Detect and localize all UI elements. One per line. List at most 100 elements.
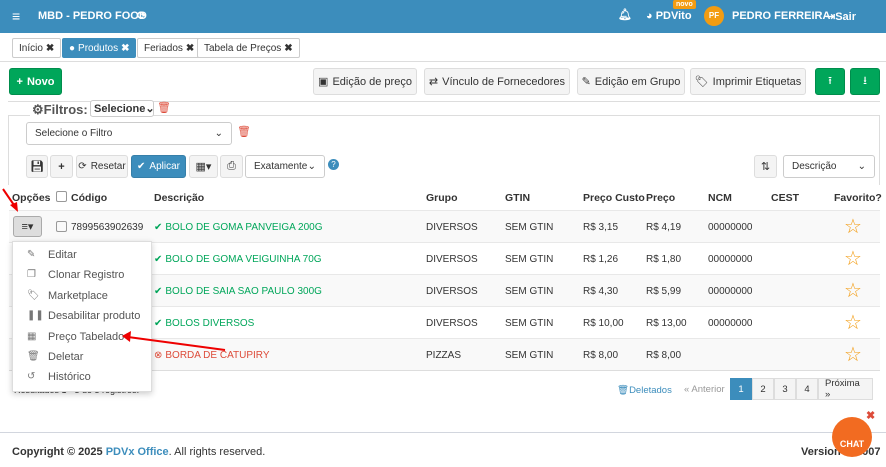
saved-filter-select[interactable]: Selecione⌄ xyxy=(90,100,154,117)
checkbox[interactable] xyxy=(56,221,67,232)
description[interactable]: ✔BOLO DE GOMA PANVEIGA 200G xyxy=(154,222,323,233)
menu-icon: 🏷︎ xyxy=(27,290,40,301)
description-text: BOLO DE GOMA VEIGUINHA 70G xyxy=(165,254,321,265)
menu-icon: 🗑︎ xyxy=(27,351,40,362)
refresh-icon[interactable]: ⟳ xyxy=(137,9,146,22)
action-button[interactable]: ▣ Edição de preço xyxy=(313,68,417,95)
menu-item[interactable]: ❐Clonar Registro xyxy=(13,268,151,286)
apply-button[interactable]: ✔Aplicar xyxy=(131,155,186,178)
description[interactable]: ✔BOLOS DIVERSOS xyxy=(154,318,254,329)
favorite-star[interactable]: ☆ xyxy=(844,246,862,271)
favorite-star[interactable]: ☆ xyxy=(844,214,862,239)
bell-icon[interactable]: 🔔︎ xyxy=(618,8,632,21)
select-value: Exatamente xyxy=(254,161,307,172)
column-header: Opções xyxy=(12,192,51,204)
cell-gtin: SEM GTIN xyxy=(505,318,553,329)
help-icon[interactable]: ? xyxy=(328,159,339,170)
select-value: Selecione o Filtro xyxy=(35,128,112,139)
print-button[interactable]: ⎙ xyxy=(220,155,243,178)
tab-label: Início xyxy=(19,43,43,54)
cell-gtin: SEM GTIN xyxy=(505,286,553,297)
brand[interactable]: PDVx Office xyxy=(106,446,169,458)
tab-active[interactable]: ● Produtos✖ xyxy=(62,38,136,58)
menu-item[interactable]: ↺Histórico xyxy=(13,370,151,388)
new-button[interactable]: + Novo xyxy=(9,68,62,95)
cell-gtin: SEM GTIN xyxy=(505,350,553,361)
action-label: Vínculo de Fornecedores xyxy=(442,76,565,88)
cell-ncm: 00000000 xyxy=(708,286,753,297)
apply-label: Aplicar xyxy=(149,161,180,172)
column-header: Preço xyxy=(646,192,675,204)
cell-cost: R$ 1,26 xyxy=(583,254,618,265)
tab[interactable]: Início✖ xyxy=(12,38,61,58)
company: MBD - PEDRO FOOD xyxy=(38,10,147,22)
column-header: Grupo xyxy=(426,192,458,204)
pdvito[interactable]: ◕ PDVito xyxy=(646,10,692,22)
save-button[interactable]: 💾︎ xyxy=(26,155,48,178)
cell-group: DIVERSOS xyxy=(426,254,478,265)
description[interactable]: ✔BOLO DE SAIA SAO PAULO 300G xyxy=(154,286,322,297)
menu-item[interactable]: ✎Editar xyxy=(13,248,151,266)
deleted-link[interactable]: 🗑︎Deletados xyxy=(617,385,672,396)
description-text: BOLO DE SAIA SAO PAULO 300G xyxy=(165,286,322,297)
cell-cost: R$ 10,00 xyxy=(583,318,624,329)
user-name[interactable]: PEDRO FERREIRA xyxy=(732,10,830,22)
menu-item[interactable]: 🏷︎Marketplace xyxy=(13,289,151,307)
menu-item[interactable]: ❚❚Desabilitar produto xyxy=(13,309,151,327)
tab[interactable]: Feriados✖ xyxy=(137,38,201,58)
sort-select[interactable]: Descrição⌄ xyxy=(783,155,875,178)
chat-close[interactable]: ✖ xyxy=(866,409,875,422)
filter-select[interactable]: Selecione o Filtro⌄ xyxy=(26,122,232,145)
page-label: 2 xyxy=(760,384,765,395)
next-label: Próxima » xyxy=(825,378,866,400)
logout[interactable]: ⇥Sair xyxy=(826,10,856,23)
prev-page[interactable]: « Anterior xyxy=(678,378,731,400)
favorite-star[interactable]: ☆ xyxy=(844,278,862,303)
trash-icon[interactable]: 🗑︎ xyxy=(157,101,171,114)
chat-button[interactable]: CHAT xyxy=(832,417,872,457)
upload-button[interactable]: ⭱ xyxy=(815,68,845,95)
add-button[interactable]: + xyxy=(50,155,73,178)
action-button[interactable]: ✎ Edição em Grupo xyxy=(577,68,685,95)
cell-group: PIZZAS xyxy=(426,350,461,361)
page-button[interactable]: 1 xyxy=(730,378,752,400)
menu-toggle[interactable]: ≡ xyxy=(12,8,20,24)
reset-button[interactable]: ⟳Resetar xyxy=(76,155,128,178)
checkbox[interactable] xyxy=(56,191,67,202)
trash-icon[interactable]: 🗑︎ xyxy=(237,125,251,138)
tab-label: Feriados xyxy=(144,43,183,54)
menu-item[interactable]: 🗑︎ Deletar xyxy=(13,350,151,368)
page-button[interactable]: 4 xyxy=(796,378,818,400)
tab[interactable]: Tabela de Preços✖ xyxy=(197,38,300,58)
page-button[interactable]: 2 xyxy=(752,378,774,400)
menu-label: Deletar xyxy=(48,351,83,363)
menu-item[interactable]: ▦Preço Tabelado xyxy=(13,330,151,348)
footer: Copyright © 2025 PDVx Office. All rights… xyxy=(0,432,886,467)
cell-group: DIVERSOS xyxy=(426,286,478,297)
action-label: Edição em Grupo xyxy=(595,76,681,88)
match-select[interactable]: Exatamente⌄ xyxy=(245,155,325,178)
download-button[interactable]: ⭳ xyxy=(850,68,880,95)
favorite-star[interactable]: ☆ xyxy=(844,342,862,367)
action-button[interactable]: 🏷︎ Imprimir Etiquetas xyxy=(690,68,806,95)
options-button[interactable]: ≡▾ xyxy=(13,216,42,237)
cell-ncm: 00000000 xyxy=(708,254,753,265)
deleted-label: Deletados xyxy=(629,385,672,396)
next-page[interactable]: Próxima » xyxy=(818,378,873,400)
page-label: 4 xyxy=(804,384,809,395)
status-icon: ✔ xyxy=(154,286,162,297)
cell-price: R$ 1,80 xyxy=(646,254,681,265)
sort-button[interactable]: ⇅ xyxy=(754,155,777,178)
column-header: Código xyxy=(71,192,107,204)
page-button[interactable]: 3 xyxy=(774,378,796,400)
new-label: Novo xyxy=(27,76,55,88)
description[interactable]: ⊗BORDA DE CATUPIRY xyxy=(154,350,270,361)
menu-icon: ❚❚ xyxy=(27,310,44,321)
description[interactable]: ✔BOLO DE GOMA VEIGUINHA 70G xyxy=(154,254,322,265)
column-header: Favorito? xyxy=(834,192,882,204)
tab-label: Produtos xyxy=(78,43,118,54)
columns-button[interactable]: ▦▾ xyxy=(189,155,218,178)
cell-ncm: 00000000 xyxy=(708,318,753,329)
favorite-star[interactable]: ☆ xyxy=(844,310,862,335)
action-button[interactable]: ⇄ Vínculo de Fornecedores xyxy=(424,68,570,95)
